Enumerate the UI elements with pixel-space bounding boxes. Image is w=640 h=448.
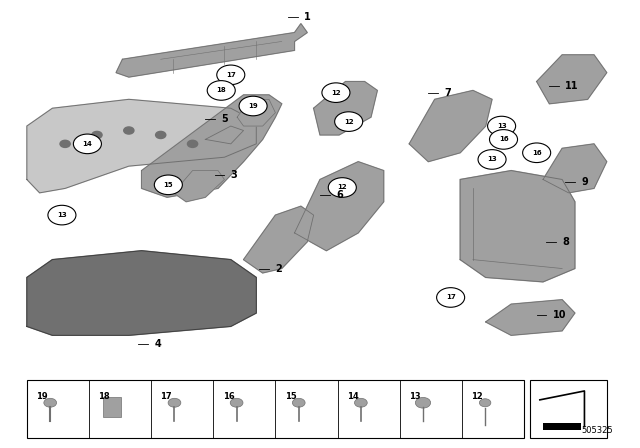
Text: 5: 5 [221,114,228,125]
Circle shape [60,140,70,147]
Text: 17: 17 [445,294,456,301]
Text: 15: 15 [285,392,296,401]
Text: 8: 8 [562,237,569,247]
Polygon shape [314,82,378,135]
Circle shape [436,288,465,307]
Text: 19: 19 [36,392,48,401]
Circle shape [478,150,506,169]
Circle shape [156,131,166,138]
Circle shape [239,96,267,116]
Circle shape [188,140,198,147]
Polygon shape [294,162,384,251]
Circle shape [74,134,101,154]
Polygon shape [409,90,492,162]
Polygon shape [460,171,575,282]
Polygon shape [141,95,282,197]
Text: 13: 13 [409,392,420,401]
Polygon shape [244,206,314,273]
Polygon shape [543,144,607,193]
Text: 12: 12 [344,119,353,125]
Circle shape [154,175,182,194]
Text: 15: 15 [164,182,173,188]
Text: 18: 18 [99,392,110,401]
Circle shape [479,399,491,407]
Text: 4: 4 [154,339,161,349]
Text: 12: 12 [471,392,483,401]
Circle shape [490,129,518,149]
Polygon shape [27,99,256,193]
Text: 6: 6 [336,190,342,200]
Circle shape [335,112,363,131]
Circle shape [207,81,236,100]
Text: 12: 12 [337,185,347,190]
Circle shape [488,116,516,136]
Text: 14: 14 [347,392,358,401]
Text: 3: 3 [231,170,237,180]
Circle shape [48,205,76,225]
Polygon shape [27,251,256,335]
FancyBboxPatch shape [104,397,121,417]
Circle shape [292,398,305,407]
Circle shape [168,398,181,407]
Text: 17: 17 [161,392,172,401]
Polygon shape [537,55,607,104]
Text: 16: 16 [223,392,234,401]
FancyBboxPatch shape [543,423,581,430]
FancyBboxPatch shape [531,380,607,438]
Text: 18: 18 [216,87,226,94]
Polygon shape [486,300,575,335]
Text: 19: 19 [248,103,258,109]
Circle shape [328,178,356,197]
Text: 11: 11 [565,81,579,91]
Text: 13: 13 [487,156,497,163]
Circle shape [230,398,243,407]
Text: 17: 17 [226,72,236,78]
Polygon shape [173,171,225,202]
Circle shape [217,65,245,85]
Polygon shape [237,99,275,126]
Text: 14: 14 [83,141,92,147]
Text: 13: 13 [57,212,67,218]
Circle shape [92,131,102,138]
Text: 1: 1 [304,12,311,22]
Circle shape [44,398,56,407]
FancyBboxPatch shape [27,380,524,438]
Text: 505325: 505325 [582,426,613,435]
Circle shape [523,143,550,163]
Text: 13: 13 [497,123,506,129]
Text: 2: 2 [275,263,282,274]
Circle shape [415,397,431,408]
Circle shape [124,127,134,134]
Text: 9: 9 [581,177,588,187]
Polygon shape [116,24,307,77]
Text: 12: 12 [331,90,340,96]
Circle shape [322,83,350,103]
Text: 16: 16 [499,136,508,142]
Text: 16: 16 [532,150,541,156]
Circle shape [355,398,367,407]
Text: 7: 7 [444,88,451,98]
Text: 10: 10 [552,310,566,320]
Polygon shape [205,126,244,144]
